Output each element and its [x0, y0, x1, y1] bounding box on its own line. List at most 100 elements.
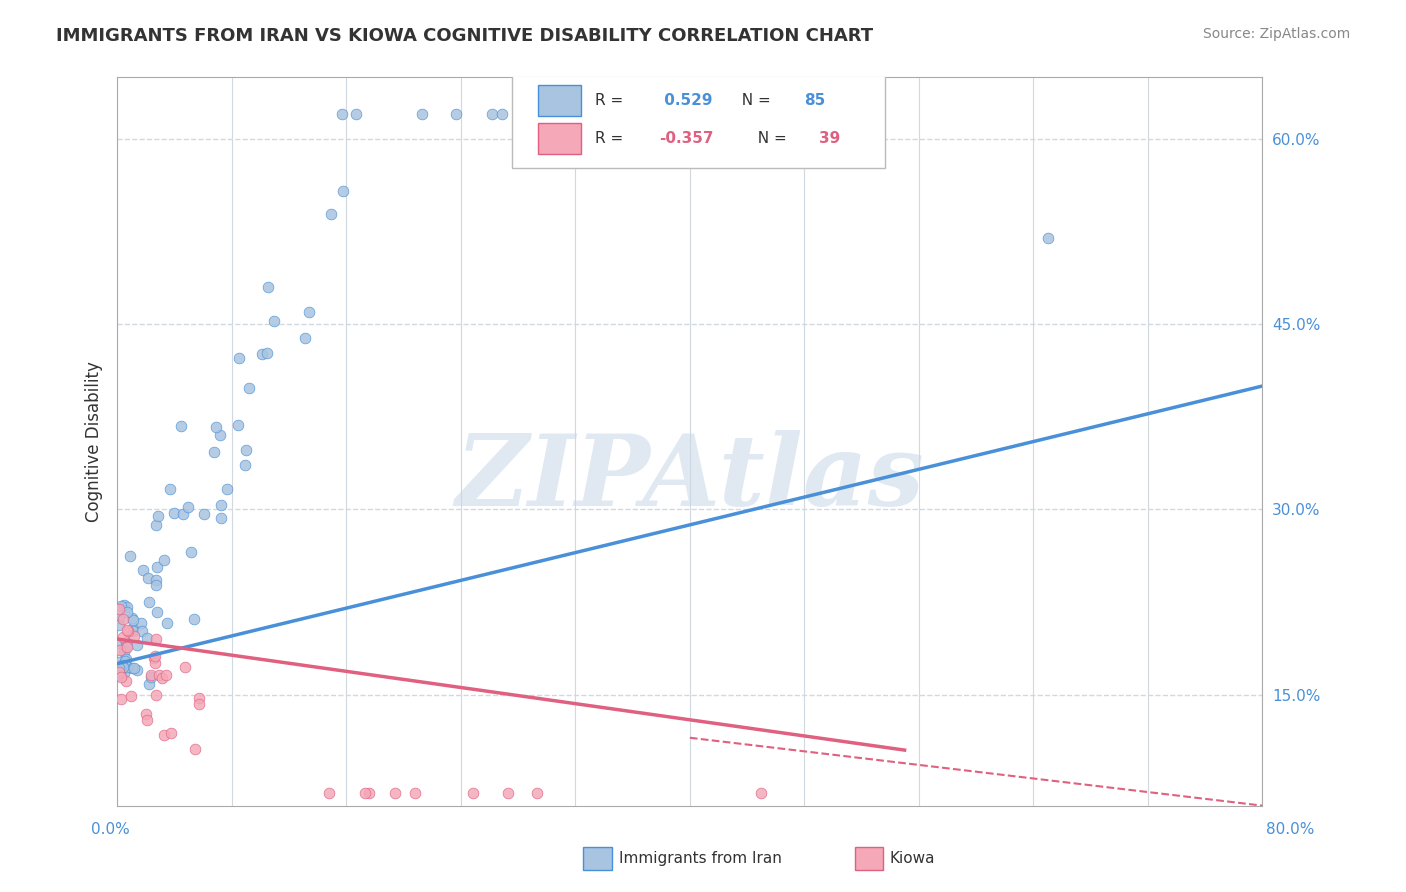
Point [180, 544, 202, 558]
Point [496, 786, 519, 800]
Point [115, 652, 138, 666]
Point [111, 660, 134, 674]
Point [160, 726, 183, 740]
Point [145, 574, 167, 588]
Point [209, 511, 232, 525]
Text: 0.0%: 0.0% [91, 822, 131, 837]
Point [357, 786, 380, 800]
Point [172, 507, 194, 521]
Point [250, 347, 273, 361]
Text: 85: 85 [804, 94, 825, 108]
Point [107, 656, 129, 670]
Point [159, 482, 181, 496]
FancyBboxPatch shape [512, 68, 884, 169]
Point [145, 688, 167, 702]
Point [117, 600, 139, 615]
Point [135, 631, 157, 645]
Text: 0.529: 0.529 [659, 94, 713, 108]
Point [114, 654, 136, 668]
Point [294, 331, 316, 345]
Point [131, 616, 153, 631]
Point [110, 657, 132, 672]
Point [344, 107, 367, 121]
Point [209, 427, 232, 442]
Point [146, 605, 169, 619]
Point [114, 635, 136, 649]
Point [120, 689, 142, 703]
Point [491, 107, 513, 121]
Bar [583, 847, 612, 870]
Text: N =: N = [748, 131, 792, 146]
Point [533, 107, 555, 121]
Point [110, 599, 132, 614]
Point [187, 690, 209, 705]
Point [108, 618, 131, 632]
Point [146, 509, 169, 524]
Point [446, 107, 468, 121]
Point [256, 280, 278, 294]
Point [122, 661, 145, 675]
Point [205, 420, 228, 434]
Point [156, 616, 179, 631]
Point [110, 692, 132, 706]
Point [463, 786, 485, 800]
Point [602, 107, 624, 121]
Point [548, 107, 571, 121]
Point [150, 671, 173, 685]
Point [404, 786, 426, 800]
Y-axis label: Cognitive Disability: Cognitive Disability [86, 361, 103, 522]
Text: IMMIGRANTS FROM IRAN VS KIOWA COGNITIVE DISABILITY CORRELATION CHART: IMMIGRANTS FROM IRAN VS KIOWA COGNITIVE … [56, 27, 873, 45]
Point [238, 381, 260, 395]
Point [226, 417, 249, 432]
Bar [537, 123, 581, 154]
Point [163, 506, 186, 520]
Point [131, 624, 153, 638]
Point [215, 483, 238, 497]
Point [318, 786, 340, 800]
Point [121, 661, 143, 675]
Point [115, 605, 138, 619]
Text: Kiowa: Kiowa [890, 851, 935, 866]
Point [384, 786, 406, 800]
Point [121, 611, 143, 625]
Point [122, 630, 145, 644]
Text: R =: R = [595, 131, 628, 146]
Point [411, 107, 433, 121]
Point [115, 623, 138, 637]
Point [108, 610, 131, 624]
Point [112, 612, 135, 626]
Point [319, 207, 342, 221]
Point [108, 636, 131, 650]
Point [153, 553, 176, 567]
Point [145, 578, 167, 592]
Point [136, 571, 159, 585]
Point [121, 624, 143, 639]
Point [108, 667, 131, 681]
Point [122, 613, 145, 627]
Point [118, 549, 141, 563]
Point [142, 651, 165, 665]
Point [1036, 231, 1059, 245]
Text: 39: 39 [820, 131, 841, 146]
Point [152, 728, 174, 742]
Point [481, 107, 503, 121]
Bar [537, 86, 581, 116]
Point [143, 656, 166, 670]
Point [112, 665, 135, 680]
Point [209, 498, 232, 512]
Point [174, 660, 197, 674]
Point [145, 632, 167, 646]
Point [235, 443, 257, 458]
Point [115, 660, 138, 674]
Point [233, 458, 256, 472]
Point [121, 621, 143, 635]
Point [114, 599, 136, 613]
Point [125, 638, 148, 652]
Text: ZIPAtlas: ZIPAtlas [456, 430, 924, 526]
Point [177, 500, 200, 514]
Point [188, 697, 211, 711]
Point [527, 107, 550, 121]
Text: Source: ZipAtlas.com: Source: ZipAtlas.com [1202, 27, 1350, 41]
Point [330, 107, 353, 121]
Point [143, 648, 166, 663]
